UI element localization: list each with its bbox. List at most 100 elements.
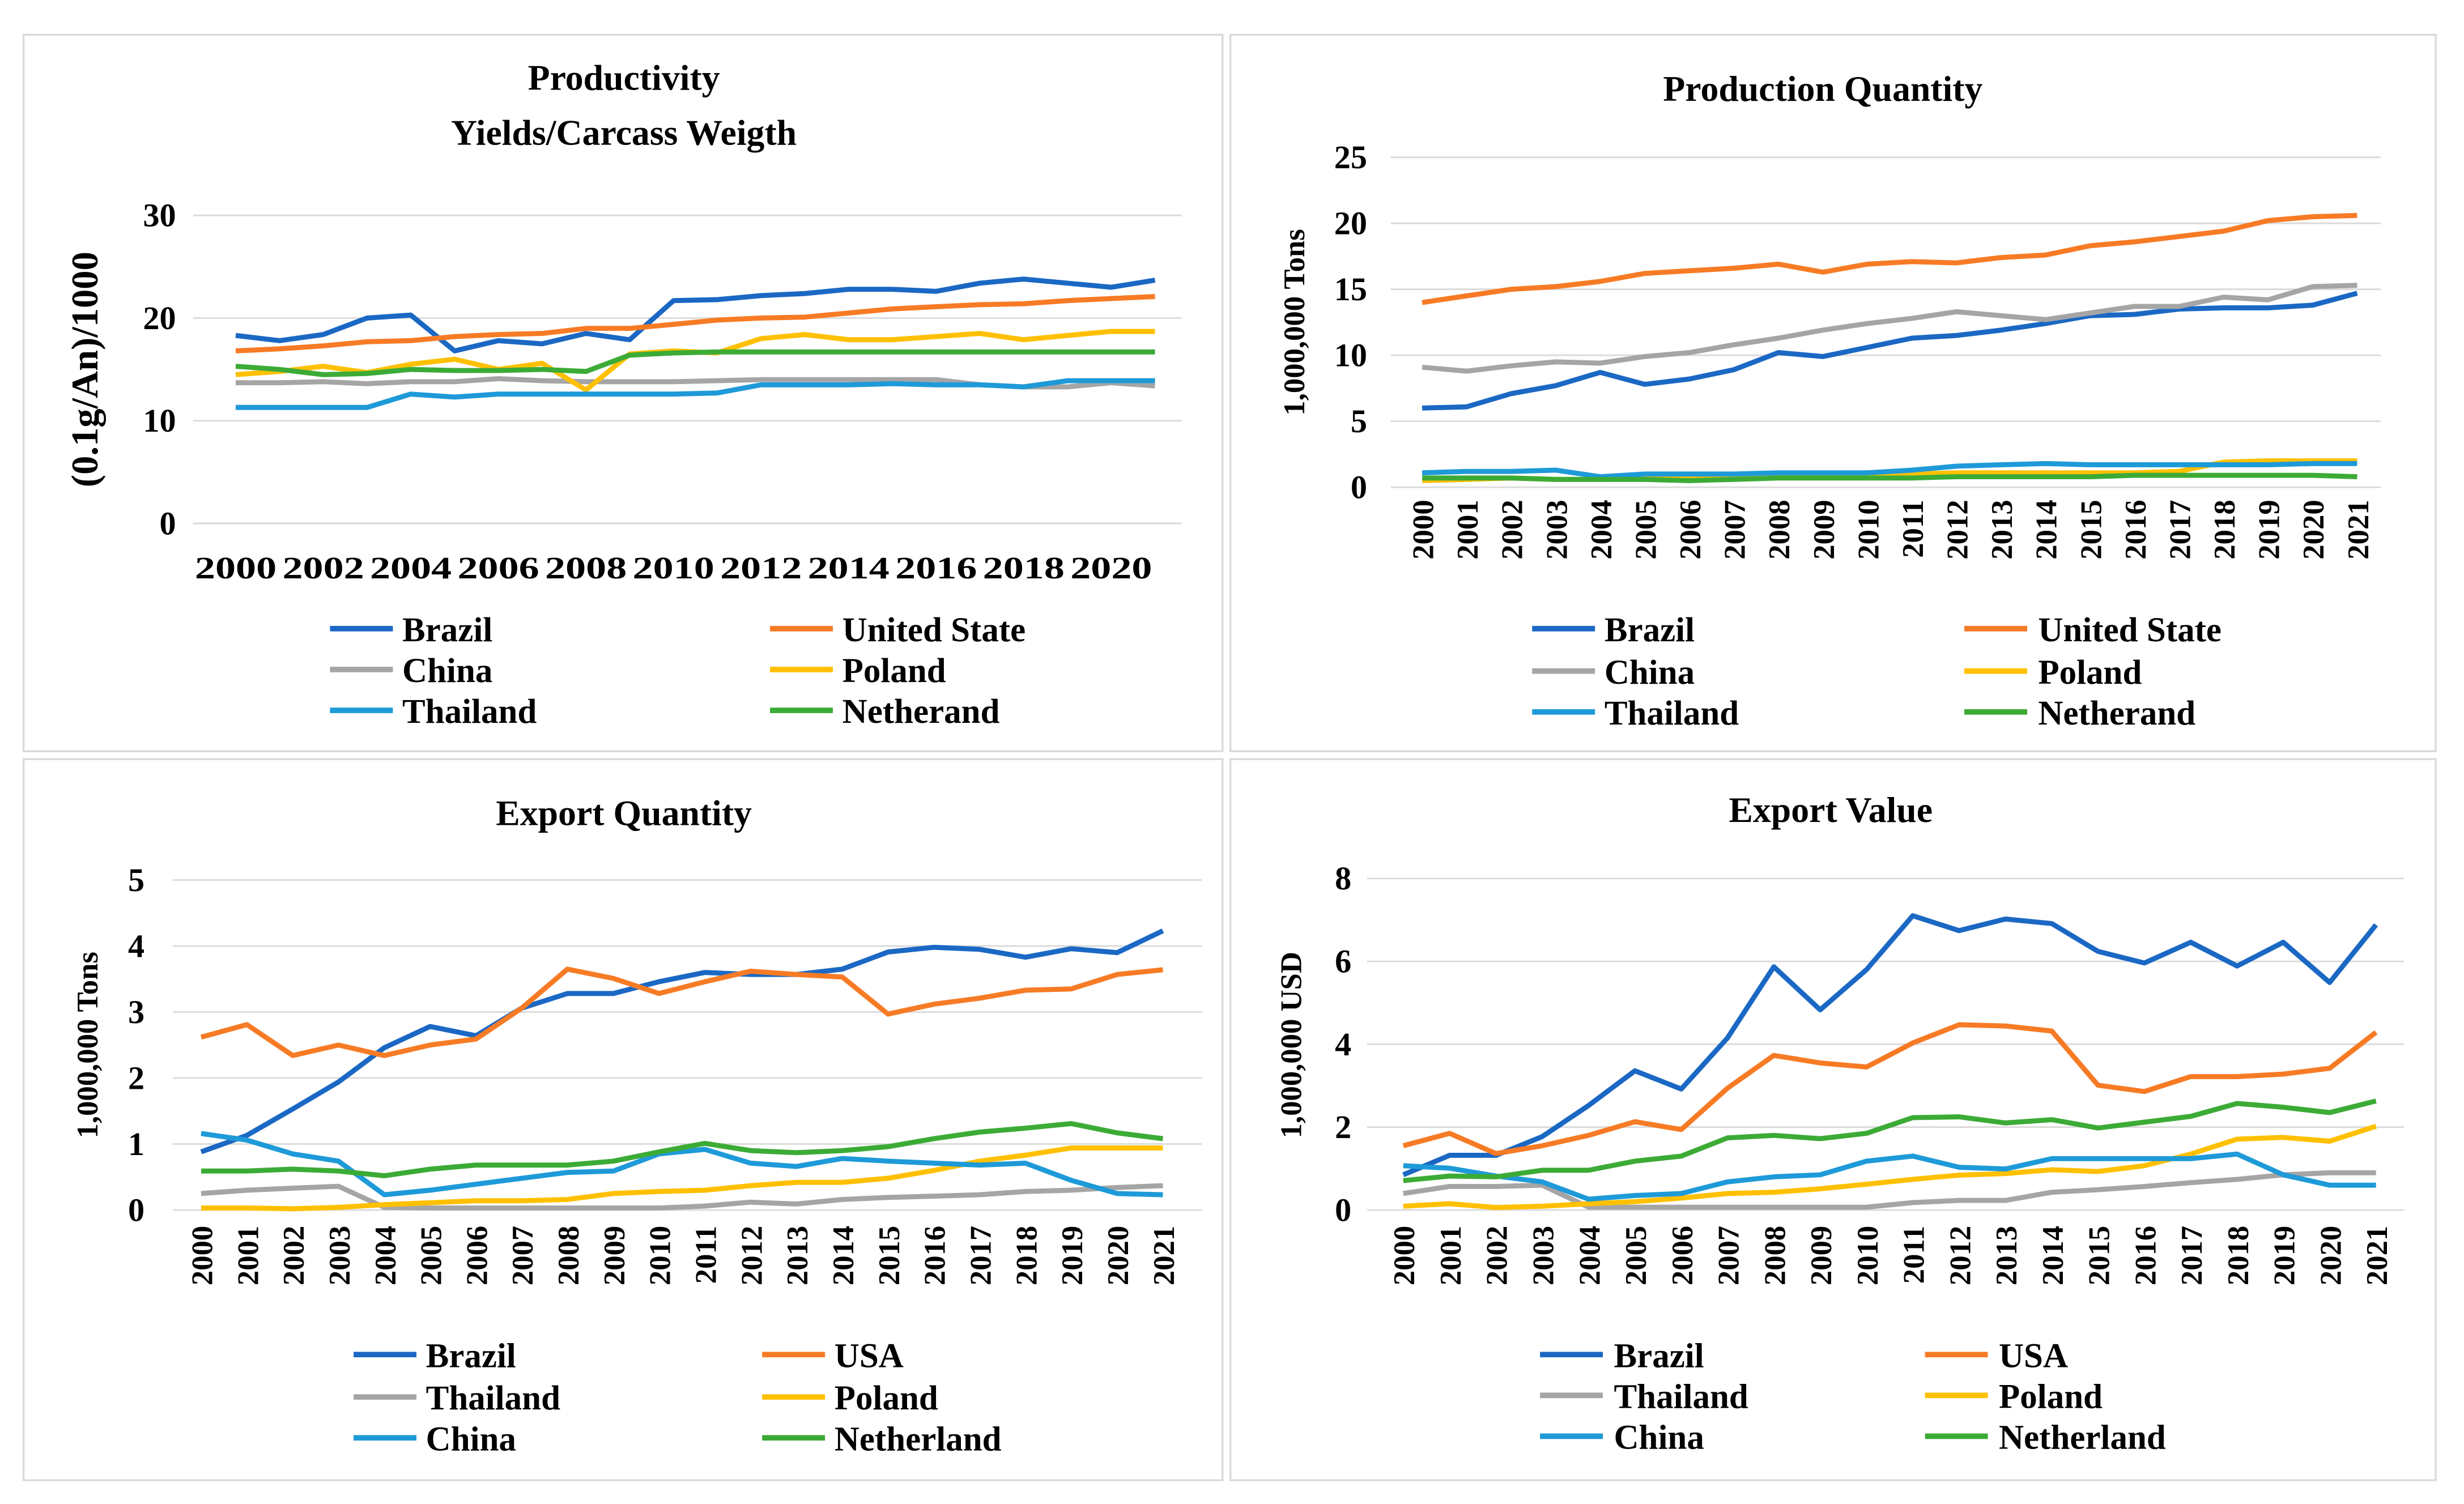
- legend-item: Poland: [1925, 1378, 2103, 1416]
- legend-label: Poland: [1999, 1378, 2103, 1416]
- series-line-usa: [200, 966, 1163, 1058]
- x-tick-label: 2006: [458, 551, 539, 585]
- x-tick-label: 2006: [461, 1226, 493, 1285]
- x-tick-label: 2005: [415, 1226, 448, 1285]
- x-tick-label: 2014: [827, 1226, 860, 1285]
- y-axis-title: 1,000,000 Tons: [71, 952, 104, 1138]
- x-tick-label: 2004: [370, 551, 452, 585]
- chart-panel-2: Production Quantity 0 5 10 15 20 25 1,000,000 T…: [1229, 33, 2437, 752]
- series-line-netherland: [201, 1121, 1164, 1178]
- legend-item: Brazil: [1540, 1337, 1704, 1375]
- x-tick-label: 2003: [1527, 1226, 1560, 1285]
- legend-item: Netherand: [770, 693, 1000, 731]
- y-tick-label: 0: [1351, 469, 1367, 506]
- x-tick-label: 2016: [2120, 500, 2152, 559]
- y-tick-label: 1: [128, 1126, 144, 1162]
- series-line-netherand: [235, 349, 1155, 377]
- legend-item: Netherland: [1925, 1419, 2166, 1457]
- x-tick-label: 2016: [919, 1226, 952, 1285]
- series-line-brazil: [235, 276, 1156, 353]
- x-tick-label: 2014: [2037, 1226, 2070, 1285]
- legend-label: Netherland: [1999, 1419, 2166, 1457]
- x-tick-label: 2002: [1496, 500, 1529, 559]
- chart-title: Productivity: [528, 57, 720, 97]
- x-tick-label: 2006: [1674, 500, 1707, 559]
- legend-label: China: [1614, 1419, 1704, 1457]
- series-line-poland: [1403, 1123, 2377, 1211]
- legend-label: China: [1605, 654, 1695, 692]
- x-tick-label: 2003: [324, 1226, 356, 1285]
- x-tick-label: 2014: [2031, 500, 2063, 559]
- panel-border: [1229, 758, 2437, 1481]
- chart-title: Production Quantity: [1663, 69, 1982, 109]
- y-tick-label: 0: [128, 1191, 144, 1228]
- series-line-thailand: [1403, 1170, 2376, 1210]
- x-tick-label: 2007: [507, 1226, 539, 1285]
- x-tick-label: 2009: [1808, 500, 1841, 559]
- legend-item: China: [330, 652, 492, 690]
- series-line-china: [1403, 1151, 2376, 1202]
- x-tick-label: 2005: [1620, 1226, 1653, 1285]
- x-tick-label: 2002: [278, 1226, 310, 1285]
- legend-item: Brazil: [330, 611, 492, 649]
- x-tick-label: 2000: [1388, 1226, 1421, 1285]
- series-line-china: [201, 1131, 1163, 1198]
- chart-title: Export Value: [1729, 790, 1933, 830]
- legend-item: Thailand: [354, 1379, 560, 1417]
- x-tick-label: 2017: [2164, 500, 2197, 559]
- legend-item: China: [1532, 654, 1695, 692]
- panel-border: [22, 758, 1224, 1481]
- x-tick-label: 2011: [1898, 1226, 1931, 1284]
- legend-label: USA: [835, 1337, 904, 1375]
- legend-label: Brazil: [402, 611, 492, 649]
- y-tick-label: 2: [1335, 1109, 1351, 1145]
- y-tick-label: 0: [160, 505, 176, 542]
- legend-item: Poland: [1964, 654, 2142, 692]
- x-tick-label: 2000: [186, 1226, 219, 1285]
- legend-label: Netherand: [842, 693, 1000, 731]
- legend-label: Netherland: [835, 1420, 1002, 1458]
- series-line-brazil: [200, 928, 1164, 1154]
- y-tick-label: 20: [143, 300, 176, 336]
- x-tick-label: 2020: [2314, 1226, 2347, 1285]
- legend-label: Brazil: [1614, 1337, 1704, 1375]
- y-tick-label: 6: [1335, 943, 1351, 979]
- x-tick-label: 2011: [1897, 500, 1930, 557]
- x-tick-label: 2018: [983, 551, 1065, 585]
- x-tick-label: 2021: [1148, 1226, 1181, 1285]
- x-tick-label: 2000: [1407, 500, 1440, 559]
- series-line-netherland: [1403, 1098, 2377, 1183]
- x-tick-label: 2006: [1666, 1226, 1699, 1285]
- x-tick-label: 2019: [1056, 1226, 1089, 1285]
- x-tick-label: 2017: [2176, 1226, 2208, 1285]
- y-axis-title: (0.1g/An)/1000: [65, 252, 106, 487]
- x-tick-label: 2009: [598, 1226, 631, 1285]
- y-axis-title: 1,000,000 USD: [1275, 952, 1308, 1138]
- legend-label: Netherand: [2038, 695, 2195, 732]
- x-tick-label: 2008: [1763, 500, 1796, 559]
- x-tick-label: 2009: [1805, 1226, 1838, 1285]
- x-tick-label: 2010: [1852, 1226, 1884, 1285]
- x-tick-label: 2013: [1986, 500, 2019, 559]
- legend-label: Thailand: [1605, 695, 1739, 732]
- legend-label: Thailand: [1614, 1378, 1748, 1416]
- y-tick-label: 0: [1335, 1191, 1351, 1228]
- x-tick-label: 2017: [965, 1226, 998, 1285]
- y-tick-label: 2: [128, 1059, 144, 1096]
- series-line-thailand: [1422, 461, 2357, 480]
- legend-item: Thailand: [330, 693, 537, 731]
- y-tick-label: 5: [1351, 403, 1367, 440]
- x-tick-label: 2004: [369, 1226, 402, 1285]
- x-tick-label: 2019: [2269, 1226, 2301, 1285]
- legend-item: China: [354, 1420, 516, 1458]
- legend-label: United State: [2038, 611, 2222, 649]
- x-tick-label: 2016: [2129, 1226, 2162, 1285]
- y-tick-label: 20: [1334, 205, 1367, 242]
- legend-label: Brazil: [426, 1337, 516, 1375]
- x-tick-label: 2013: [781, 1226, 814, 1285]
- series-line-united-state: [235, 294, 1155, 353]
- x-tick-label: 2010: [644, 1226, 677, 1285]
- x-tick-label: 2021: [2361, 1226, 2394, 1285]
- x-tick-label: 2015: [873, 1226, 906, 1285]
- legend-label: China: [402, 652, 492, 690]
